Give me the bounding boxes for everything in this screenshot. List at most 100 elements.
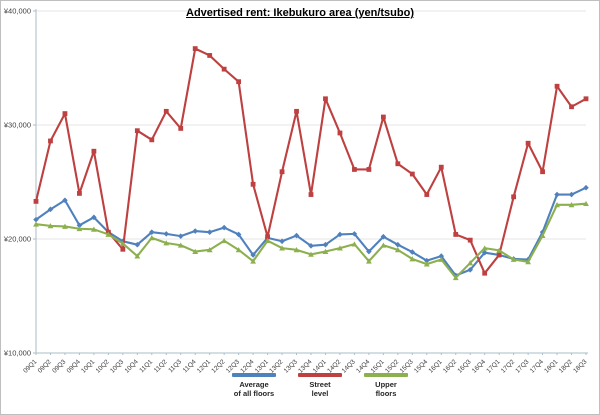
data-point-triangle [308,251,314,257]
x-axis-label: 09Q2 [37,358,53,374]
data-point-diamond [279,238,285,245]
data-point-diamond [177,233,184,239]
data-point-diamond [380,233,387,240]
data-point-square [496,252,502,258]
x-axis-label: 09Q3 [51,358,67,374]
data-point-triangle [568,202,575,208]
data-point-diamond [91,214,97,221]
data-point-square [424,192,430,197]
data-point-diamond [76,222,83,229]
data-point-square [380,114,386,120]
data-point-triangle [105,231,112,237]
data-point-triangle [337,245,343,251]
x-axis-label: 16Q1 [427,358,443,374]
chart-title: Advertised rent: Ikebukuro area (yen/tsu… [186,7,414,19]
data-point-triangle [525,259,532,265]
data-point-diamond [250,252,256,258]
data-point-square [163,108,169,114]
x-axis-label: 11Q2 [153,358,169,374]
data-point-diamond [409,249,416,255]
data-point-diamond [366,248,372,255]
data-point-square [120,246,126,252]
data-point-square [482,270,488,276]
data-point-triangle [148,235,155,241]
data-point-triangle [380,242,387,248]
data-point-triangle [221,237,228,244]
data-point-square [77,191,82,196]
x-axis-label: 09Q4 [66,358,82,374]
data-point-square [569,104,574,110]
x-axis-label: 17Q3 [514,358,530,374]
data-point-triangle [293,247,300,253]
x-axis-label: 15Q4 [413,358,429,374]
x-axis-label: 12Q2 [210,358,226,374]
data-point-triangle [163,240,170,246]
data-point-diamond [423,257,430,264]
data-point-square [221,66,227,72]
data-point-diamond [134,241,141,248]
data-point-triangle [351,241,358,247]
data-point-triangle [134,253,141,259]
data-point-square [265,234,270,240]
data-point-square [48,138,53,144]
data-point-triangle [438,256,445,262]
x-axis-label: 16Q2 [442,358,458,374]
data-point-square [178,126,184,131]
x-axis-label: 09Q1 [22,358,38,374]
x-axis-label: 18Q3 [572,358,588,374]
data-point-square [149,137,155,143]
data-point-square [525,140,531,146]
data-point-diamond [308,243,314,249]
legend-item: Upper floors [364,373,408,399]
series-line [34,186,588,277]
data-point-diamond [322,241,329,248]
x-axis-label: 10Q4 [124,358,140,374]
data-point-triangle [250,258,257,264]
data-point-triangle [62,223,68,229]
legend-label: Street level [309,380,331,399]
data-point-triangle [583,200,589,207]
data-point-triangle [47,223,54,229]
data-point-triangle [235,247,242,253]
y-axis-label: ¥30,000 [4,121,31,130]
data-point-square [395,161,401,167]
data-point-diamond [467,266,474,273]
data-point-square [279,169,285,175]
legend-item: Street level [298,373,342,399]
data-point-square [511,194,517,200]
data-point-triangle [279,245,285,251]
data-point-diamond [395,241,401,248]
data-point-triangle [554,202,560,208]
data-point-square [583,96,589,102]
x-axis-label: 18Q1 [543,358,559,374]
data-point-square [308,192,314,197]
data-point-diamond [163,231,170,237]
x-axis-label: 17Q2 [500,358,516,374]
x-axis-label: 10Q1 [80,358,96,374]
x-axis-label: 16Q4 [471,358,487,374]
data-point-triangle [467,260,474,266]
data-point-square [554,83,560,89]
x-axis-label: 17Q1 [485,358,501,374]
x-axis-label: 11Q1 [138,358,154,374]
x-axis-label: 17Q4 [529,358,545,374]
data-point-square [91,148,97,154]
data-point-triangle [119,240,126,246]
x-axis-label: 10Q3 [109,358,125,374]
data-point-triangle [481,245,488,251]
data-point-square [236,79,242,85]
data-point-triangle [192,248,199,254]
data-point-triangle [177,242,184,248]
data-point-square [134,128,140,134]
y-axis-label: ¥40,000 [4,7,31,16]
data-point-triangle [76,225,83,232]
data-point-triangle [33,221,39,227]
data-point-square [467,237,473,243]
data-point-diamond [438,253,445,259]
data-point-square [366,167,372,172]
x-axis-label: 10Q2 [95,358,111,374]
data-point-diamond [351,231,358,237]
data-point-square [250,181,256,187]
